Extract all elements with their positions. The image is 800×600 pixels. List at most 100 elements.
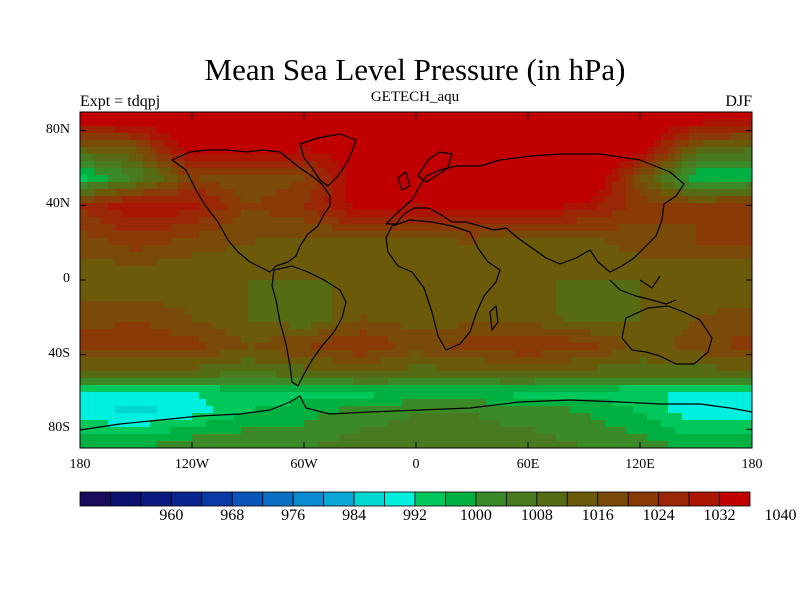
field-cell (465, 126, 473, 134)
field-cell (241, 427, 249, 435)
field-cell (542, 322, 550, 330)
field-cell (738, 238, 746, 246)
field-cell (283, 315, 291, 323)
field-cell (248, 329, 256, 337)
field-cell (423, 413, 431, 421)
field-cell (388, 217, 396, 225)
field-cell (220, 364, 228, 372)
colorbar-swatch (262, 491, 294, 507)
field-cell (353, 441, 361, 448)
field-cell (605, 259, 613, 267)
field-cell (185, 371, 193, 379)
field-cell (549, 217, 557, 225)
field-cell (395, 385, 403, 393)
field-cell (269, 252, 277, 260)
field-cell (164, 273, 172, 281)
field-cell (164, 371, 172, 379)
field-cell (164, 245, 172, 253)
field-cell (143, 231, 151, 239)
field-cell (101, 259, 109, 267)
field-cell (577, 224, 585, 232)
field-cell (591, 133, 599, 141)
field-cell (297, 427, 305, 435)
field-cell (647, 273, 655, 281)
field-cell (633, 245, 641, 253)
field-cell (297, 154, 305, 162)
field-cell (444, 343, 452, 351)
field-cell (689, 231, 697, 239)
field-cell (374, 259, 382, 267)
field-cell (129, 413, 137, 421)
field-cell (626, 238, 634, 246)
field-cell (283, 294, 291, 302)
field-cell (696, 287, 704, 295)
field-cell (325, 147, 333, 155)
field-cell (150, 203, 158, 211)
field-cell (178, 189, 186, 197)
field-cell (731, 210, 739, 218)
field-cell (682, 399, 690, 407)
field-cell (150, 238, 158, 246)
colorbar-swatch (170, 491, 203, 507)
field-cell (647, 364, 655, 372)
field-cell (115, 357, 123, 365)
field-cell (220, 273, 228, 281)
field-cell (353, 238, 361, 246)
field-cell (493, 259, 501, 267)
field-cell (423, 196, 431, 204)
field-cell (164, 378, 172, 386)
field-cell (332, 266, 340, 274)
field-cell (87, 364, 95, 372)
field-cell (234, 224, 242, 232)
field-cell (325, 427, 333, 435)
field-cell (122, 259, 130, 267)
field-cell (437, 280, 445, 288)
field-cell (626, 154, 634, 162)
field-cell (388, 315, 396, 323)
field-cell (430, 399, 438, 407)
field-cell (353, 168, 361, 176)
field-cell (157, 196, 165, 204)
field-cell (346, 147, 354, 155)
field-cell (122, 308, 130, 316)
field-cell (514, 434, 522, 442)
field-cell (367, 343, 375, 351)
field-cell (612, 168, 620, 176)
field-cell (654, 224, 662, 232)
field-cell (507, 259, 515, 267)
field-cell (493, 140, 501, 148)
field-cell (451, 378, 459, 386)
field-cell (318, 385, 326, 393)
field-cell (269, 371, 277, 379)
field-cell (234, 273, 242, 281)
field-cell (353, 350, 361, 358)
field-cell (185, 378, 193, 386)
field-cell (598, 133, 606, 141)
field-cell (577, 112, 585, 120)
field-cell (164, 287, 172, 295)
field-cell (213, 231, 221, 239)
field-cell (143, 315, 151, 323)
field-cell (654, 189, 662, 197)
field-cell (402, 413, 410, 421)
field-cell (423, 154, 431, 162)
field-cell (178, 154, 186, 162)
field-cell (255, 175, 263, 183)
field-cell (318, 329, 326, 337)
field-cell (479, 280, 487, 288)
field-cell (185, 231, 193, 239)
field-cell (304, 217, 312, 225)
field-cell (598, 196, 606, 204)
field-cell (234, 378, 242, 386)
field-cell (430, 343, 438, 351)
field-cell (542, 343, 550, 351)
field-cell (381, 266, 389, 274)
field-cell (731, 392, 739, 400)
field-cell (80, 126, 88, 134)
field-cell (626, 196, 634, 204)
field-cell (437, 252, 445, 260)
field-cell (178, 329, 186, 337)
field-cell (591, 406, 599, 414)
field-cell (402, 154, 410, 162)
field-cell (528, 280, 536, 288)
